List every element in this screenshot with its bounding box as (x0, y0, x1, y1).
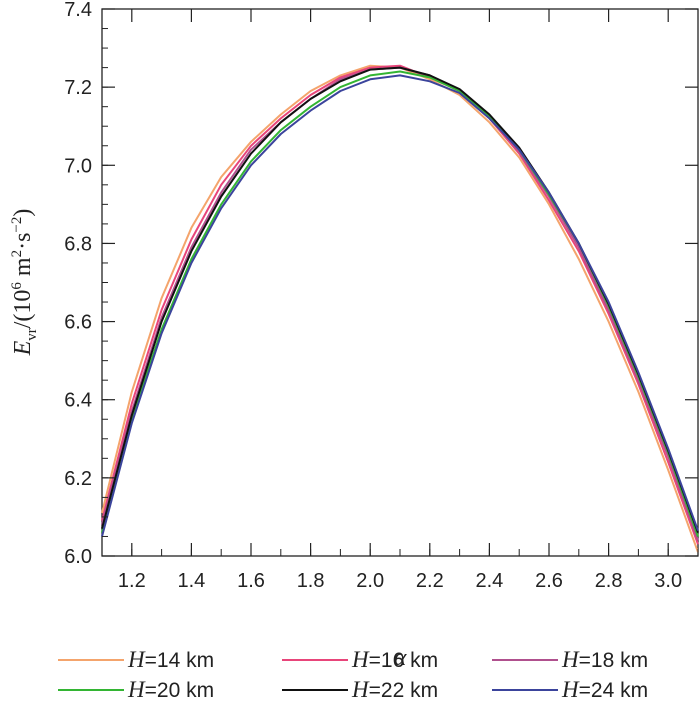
y-axis-subscript: vr (24, 328, 40, 341)
y-tick-label: 6.6 (64, 312, 92, 334)
y-tick-label: 7.0 (64, 155, 92, 177)
series-line-24-km (101, 74, 699, 537)
legend-value: 16 km (381, 649, 438, 672)
legend-label: H=14 km (127, 647, 214, 672)
x-tick-label: 2.6 (535, 570, 563, 592)
y-tick-label: 6.4 (64, 390, 92, 412)
y-axis-unit-prefix: /(10 (10, 290, 36, 329)
legend-equals: = (369, 649, 381, 672)
legend-value: 20 km (157, 679, 214, 702)
y-axis-exponent: 6 (9, 282, 25, 290)
legend-value: 22 km (381, 679, 438, 702)
y-tick-label: 6.8 (64, 233, 92, 255)
x-tick-label: 1.2 (118, 570, 146, 592)
legend: H=14 km H=16 km H=18 kmH=20 km H=22 km H=24 … (58, 647, 648, 702)
y-axis-unit-exp2: −2 (9, 217, 25, 233)
y-axis-title: Evr/(106 m2·s−2) (9, 209, 40, 357)
legend-equals: = (579, 649, 591, 672)
legend-value: 18 km (591, 649, 648, 672)
x-axis-title: α (394, 645, 407, 671)
legend-symbol: H (561, 647, 580, 672)
x-tick-label: 1.6 (237, 570, 265, 592)
legend-symbol: H (351, 677, 370, 702)
y-tick-label: 6.0 (64, 546, 92, 568)
plot-area (101, 8, 699, 557)
legend-symbol: H (127, 677, 146, 702)
x-tick-label: 2.2 (416, 570, 444, 592)
y-tick-label: 7.2 (64, 77, 92, 99)
y-axis-unit-mid: m (10, 257, 36, 282)
x-tick-label: 2.8 (595, 570, 623, 592)
legend-label: H=24 km (561, 677, 648, 702)
series-line-16-km (101, 64, 699, 545)
x-tick-label: 1.8 (297, 570, 325, 592)
legend-label: H=18 km (561, 647, 648, 672)
legend-label: H=20 km (127, 677, 214, 702)
series-layer (101, 64, 699, 553)
y-tick-label: 6.2 (64, 468, 92, 490)
legend-equals: = (369, 679, 381, 702)
y-axis-unit-exp1: 2 (9, 250, 25, 258)
legend-label: H=22 km (351, 677, 438, 702)
legend-symbol: H (127, 647, 146, 672)
legend-value: 24 km (591, 679, 648, 702)
x-tick-label: 3.0 (654, 570, 682, 592)
legend-label: H=16 km (351, 647, 438, 672)
x-tick-label: 2.4 (475, 570, 503, 592)
legend-symbol: H (351, 647, 370, 672)
y-axis-unit-dot: ·s (10, 233, 36, 250)
y-tick-label: 7.4 (64, 0, 92, 21)
legend-symbol: H (561, 677, 580, 702)
axes-layer: 1.2 1.4 1.6 1.8 2.0 2.2 2.4 2.6 2.8 3.0 6.0 6.2 6.4 6… (64, 0, 699, 592)
plot-border (101, 8, 699, 557)
x-tick-label: 1.4 (177, 570, 205, 592)
y-axis-symbol: E (10, 340, 36, 356)
legend-value: 14 km (157, 649, 214, 672)
y-axis-unit-close: ) (10, 209, 36, 217)
x-tick-label: 2.0 (356, 570, 384, 592)
legend-equals: = (145, 649, 157, 672)
legend-equals: = (145, 679, 157, 702)
legend-equals: = (579, 679, 591, 702)
